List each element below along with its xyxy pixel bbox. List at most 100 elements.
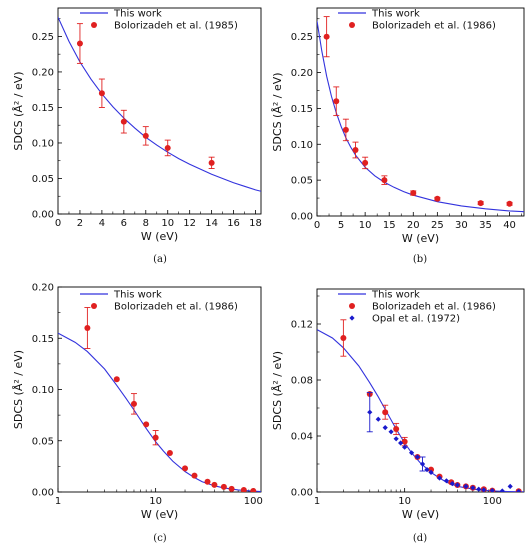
x-tick-label: 2 [77, 218, 83, 229]
data-point [362, 159, 369, 166]
x-tick-label: 100 [244, 496, 263, 507]
x-tick-label: 4 [99, 218, 105, 229]
data-point [120, 118, 127, 125]
y-tick-label: 0.04 [291, 432, 313, 443]
x-tick-label: 5 [338, 220, 344, 231]
legend-circle-marker [91, 22, 97, 28]
data-point-diamond [408, 450, 415, 456]
panel-caption: (b) [413, 254, 427, 265]
x-axis-label: W (eV) [141, 508, 178, 521]
plot-frame [57, 286, 262, 493]
data-point [220, 483, 227, 490]
data-point-diamond [424, 467, 430, 473]
data-point [506, 200, 513, 207]
model-curve [58, 332, 261, 492]
data-layer [58, 307, 261, 492]
y-tick-label: 0.05 [32, 174, 54, 185]
data-point-diamond [398, 440, 404, 446]
panel-b: 0 5 10 15 20 25 30 35 40 0.00 0.05 0.10 0.15 0.20 0.25… [271, 7, 525, 265]
data-point-diamond [499, 488, 505, 492]
data-point [211, 481, 218, 488]
data-point [228, 485, 235, 492]
data-point-diamond [428, 469, 434, 475]
legend-label: Bolorizadeh et al. (1985) [114, 21, 238, 32]
x-tick-label: 16 [227, 218, 240, 229]
data-point-diamond [463, 483, 469, 489]
x-tick-label: 1 [314, 496, 320, 507]
data-point [323, 33, 330, 40]
legend-label: This work [113, 290, 162, 301]
y-tick-label: 0.25 [32, 32, 54, 43]
data-point [164, 144, 171, 151]
data-point [410, 190, 417, 197]
data-point [382, 409, 389, 416]
model-curve [58, 17, 261, 192]
x-tick-label: 0 [314, 220, 320, 231]
legend-circle-marker [349, 22, 355, 28]
data-layer [317, 16, 524, 213]
plot-frame [57, 7, 262, 215]
legend-label: Bolorizadeh et al. (1986) [114, 302, 238, 313]
data-point-diamond [436, 475, 443, 481]
data-point [113, 376, 120, 383]
data-point [342, 126, 349, 133]
panel-caption: (c) [153, 533, 167, 544]
y-tick-label: 0.00 [291, 212, 313, 223]
x-tick-label: 10 [149, 496, 162, 507]
data-point [477, 200, 484, 207]
data-point [434, 195, 441, 202]
data-point [166, 450, 173, 457]
legend-label: Bolorizadeh et al. (1986) [372, 21, 496, 32]
model-curve [317, 20, 524, 213]
data-point [352, 147, 359, 154]
x-tick-label: 10 [161, 218, 174, 229]
data-point [130, 400, 137, 407]
data-point-diamond [414, 454, 421, 460]
data-point-diamond [419, 461, 426, 467]
data-point [208, 159, 215, 166]
data-point [240, 486, 247, 492]
y-tick-label: 0.20 [291, 68, 313, 79]
data-point [333, 98, 340, 105]
data-point-diamond [476, 486, 482, 492]
y-axis-label: SDCS (Å² / eV) [271, 351, 284, 430]
x-tick-label: 14 [205, 218, 218, 229]
legend-label: Opal et al. (1972) [372, 314, 460, 325]
plot-frame [316, 288, 525, 493]
data-point [76, 40, 83, 47]
data-point-diamond [454, 482, 461, 488]
x-tick-label: 10 [398, 496, 411, 507]
legend-label: This work [371, 290, 420, 301]
data-point [204, 478, 211, 485]
panel-a: 0 2 4 6 8 10 12 14 16 18 0.00 0.05 0.10 0.15 0.20 0.25 W… [12, 7, 262, 265]
data-point [98, 90, 105, 97]
legend-label: This work [371, 9, 420, 20]
y-tick-label: 0.08 [291, 376, 313, 387]
data-point-diamond [402, 444, 408, 450]
y-axis-label: SDCS (Å² / eV) [12, 350, 25, 429]
x-tick-label: 35 [479, 220, 492, 231]
data-point-diamond [470, 485, 476, 491]
data-point [428, 466, 435, 473]
x-tick-label: 15 [383, 220, 396, 231]
x-tick-label: 1 [55, 496, 61, 507]
data-point-diamond [449, 481, 455, 487]
data-point-diamond [443, 478, 450, 484]
x-tick-label: 20 [407, 220, 420, 231]
y-tick-label: 0.15 [32, 103, 54, 114]
data-layer [58, 17, 261, 192]
x-tick-label: 12 [183, 218, 196, 229]
data-point [142, 132, 149, 139]
y-tick-label: 0.00 [291, 488, 313, 499]
data-point [393, 426, 400, 432]
x-axis-label: W (eV) [141, 230, 178, 243]
data-layer [317, 319, 524, 492]
x-tick-label: 30 [455, 220, 468, 231]
y-tick-label: 0.10 [32, 138, 54, 149]
y-axis-label: SDCS (Å² / eV) [12, 71, 25, 150]
x-tick-label: 100 [483, 496, 502, 507]
data-point [182, 465, 189, 472]
x-axis-label: W (eV) [402, 232, 439, 245]
panel-c: 1 10 100 0.00 0.05 0.10 0.15 0.20 W (eV) SDCS (Å²… [12, 283, 263, 545]
